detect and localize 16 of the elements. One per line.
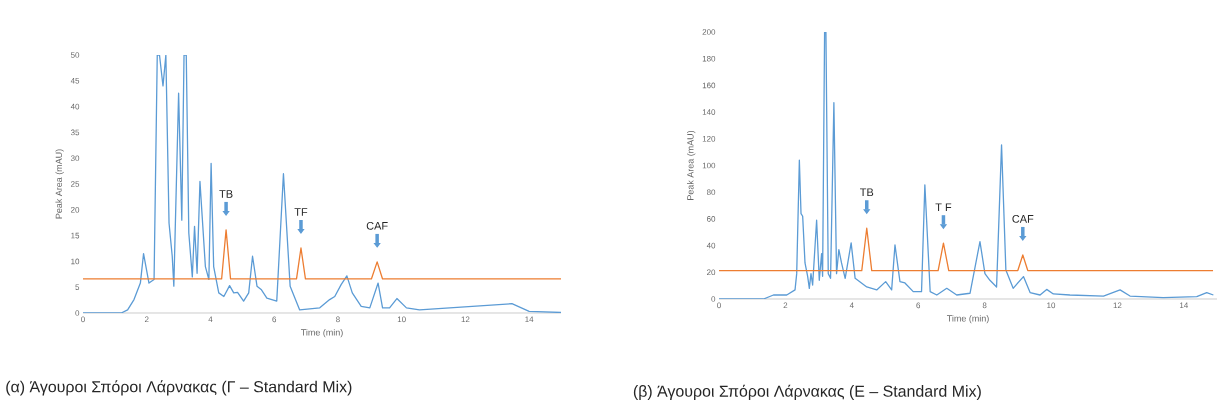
annotation: TB	[860, 188, 874, 197]
line-series	[719, 32, 1215, 299]
line-series	[83, 55, 562, 313]
annotation: T F	[935, 203, 952, 211]
text: (α) Άγουροι Σπόροι Λάρνακας (Γ – Standard Mix)	[6, 380, 352, 396]
line-series	[719, 227, 1214, 272]
annotation: CAF	[366, 221, 388, 230]
y-axis-title: Peak Area (mAU)	[687, 130, 696, 200]
annotation: CAF	[1012, 215, 1034, 223]
x-axis-title: Time (min)	[946, 315, 989, 324]
annotation: TB	[219, 190, 233, 198]
annotation: TF	[294, 208, 308, 216]
text: (β) Άγουροι Σπόροι Λάρνακας (Ε – Standard Mix)	[633, 384, 981, 400]
y-axis-title: Peak Area (mAU)	[55, 149, 64, 219]
line-series	[83, 229, 562, 280]
x-axis-title: Time (min)	[300, 329, 343, 338]
